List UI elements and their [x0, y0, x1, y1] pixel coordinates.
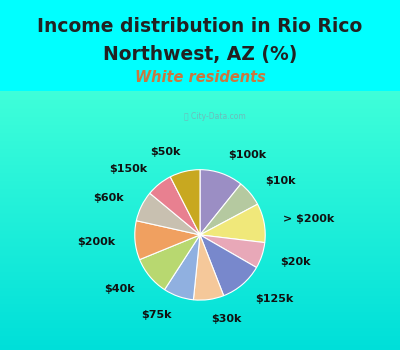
Text: $150k: $150k: [109, 164, 147, 174]
Wedge shape: [164, 235, 200, 300]
Wedge shape: [170, 170, 200, 235]
Text: $75k: $75k: [141, 310, 172, 320]
Wedge shape: [135, 221, 200, 260]
Wedge shape: [200, 235, 256, 296]
Text: $200k: $200k: [77, 237, 116, 247]
Text: $10k: $10k: [265, 176, 296, 186]
Text: $30k: $30k: [212, 314, 242, 324]
Text: Northwest, AZ (%): Northwest, AZ (%): [103, 46, 297, 64]
Text: White residents: White residents: [134, 70, 266, 85]
Text: > $200k: > $200k: [283, 214, 334, 224]
Wedge shape: [200, 170, 241, 235]
Wedge shape: [140, 235, 200, 290]
Text: $125k: $125k: [255, 294, 294, 304]
Text: Income distribution in Rio Rico: Income distribution in Rio Rico: [37, 17, 363, 36]
Text: $40k: $40k: [104, 284, 135, 294]
Wedge shape: [200, 184, 258, 235]
Wedge shape: [150, 177, 200, 235]
Wedge shape: [200, 204, 265, 243]
Wedge shape: [194, 235, 224, 300]
Text: $100k: $100k: [228, 150, 266, 160]
Text: $60k: $60k: [93, 193, 124, 203]
Text: $50k: $50k: [150, 147, 180, 158]
Wedge shape: [136, 193, 200, 235]
Text: ⓘ City-Data.com: ⓘ City-Data.com: [184, 112, 246, 121]
Text: $20k: $20k: [280, 257, 311, 267]
Wedge shape: [200, 235, 265, 267]
